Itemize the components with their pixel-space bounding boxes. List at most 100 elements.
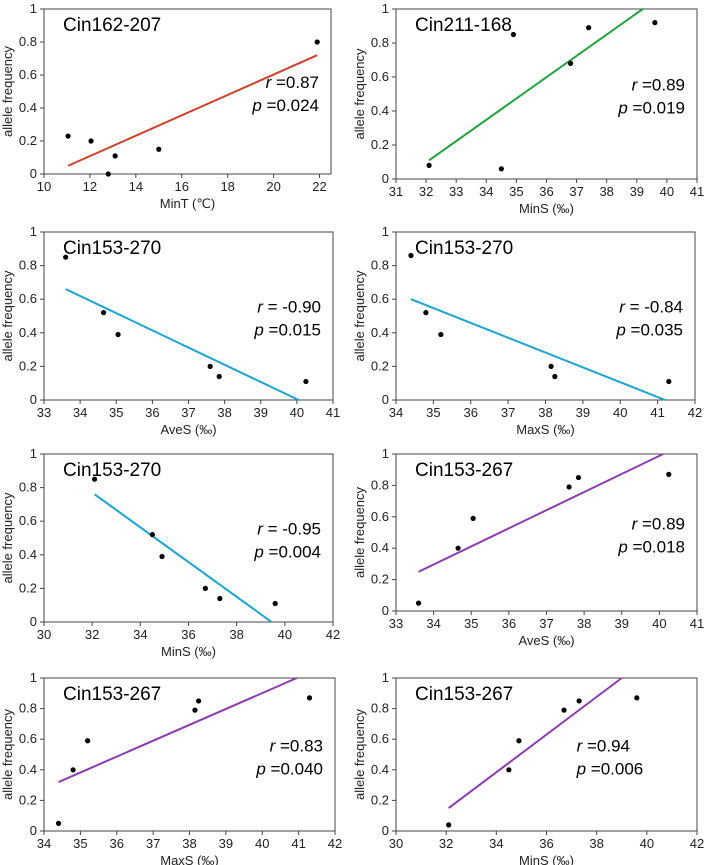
r-symbol: r (257, 520, 264, 539)
y-tick-label: 0.2 (371, 358, 389, 373)
y-tick-label: 0 (382, 603, 389, 618)
y-tick-label: 0.2 (19, 580, 37, 595)
x-tick-label: 40 (660, 184, 674, 199)
x-tick-label: 30 (37, 627, 51, 642)
data-point (408, 252, 414, 259)
panel-title: Cin211-168 (415, 15, 512, 36)
x-tick-label: 38 (229, 627, 243, 642)
x-tick-label: 12 (83, 179, 97, 194)
x-tick-label: 37 (146, 836, 160, 851)
x-tick-label: 40 (613, 405, 627, 420)
x-tick-label: 41 (690, 184, 704, 199)
x-axis-label: MinS (‰) (161, 644, 216, 659)
data-point (105, 171, 111, 177)
r-value: =0.83 (275, 736, 323, 755)
y-axis-label: allele frequency (0, 45, 15, 137)
p-symbol: p (255, 759, 265, 778)
data-point (85, 738, 91, 744)
data-point (506, 767, 512, 773)
x-tick-label: 34 (426, 616, 440, 631)
x-tick-label: 38 (538, 405, 552, 420)
y-tick-label: 0.2 (19, 792, 37, 807)
data-point (446, 822, 452, 828)
y-tick-label: 0 (30, 166, 37, 181)
panel-title: Cin162-207 (63, 15, 161, 36)
y-tick-label: 0.6 (371, 731, 389, 746)
data-point (666, 471, 672, 478)
p-symbol: p (617, 537, 627, 556)
r-value: = -0.90 (263, 298, 321, 317)
y-tick-label: 0.8 (371, 35, 389, 50)
data-point (70, 767, 76, 773)
y-tick-label: 0.4 (371, 103, 389, 118)
y-axis-label: allele frequency (0, 492, 15, 584)
x-tick-label: 36 (502, 616, 516, 631)
data-point (652, 20, 658, 26)
x-tick-label: 39 (615, 616, 629, 631)
x-tick-label: 14 (129, 179, 143, 194)
data-point (149, 532, 155, 538)
data-point (216, 373, 222, 380)
y-axis-label: allele frequency (352, 708, 367, 800)
x-tick-label: 34 (133, 627, 147, 642)
data-point (202, 585, 208, 592)
x-tick-label: 34 (389, 405, 403, 420)
panel-title: Cin153-270 (63, 238, 161, 259)
y-tick-label: 0 (30, 823, 37, 838)
x-tick-label: 42 (690, 836, 704, 851)
x-tick-label: 22 (312, 179, 326, 194)
r-statistic: r =0.83 (270, 736, 323, 755)
y-tick-label: 0.6 (371, 291, 389, 306)
x-tick-label: 33 (37, 405, 51, 420)
data-point (423, 310, 429, 316)
x-tick-label: 37 (539, 616, 553, 631)
data-point (548, 363, 554, 369)
x-tick-label: 31 (389, 184, 403, 199)
x-tick-label: 40 (652, 616, 666, 631)
data-point (426, 162, 432, 168)
y-tick-label: 0 (382, 823, 389, 838)
data-point (112, 153, 118, 159)
x-tick-label: 37 (569, 184, 583, 199)
x-tick-label: 40 (255, 836, 269, 851)
y-axis-label: allele frequency (352, 270, 367, 362)
x-axis-label: AveS (‰) (160, 422, 216, 437)
y-tick-label: 1 (30, 446, 37, 461)
y-tick-label: 0 (382, 392, 389, 407)
x-tick-label: 35 (464, 616, 478, 631)
y-tick-label: 0.8 (19, 34, 37, 49)
r-statistic: r = -0.90 (257, 298, 321, 317)
data-point (101, 310, 107, 316)
p-value: =0.015 (264, 321, 321, 340)
p-symbol: p (576, 759, 586, 778)
chart-panel-5: 30 32 34 36 38 40 42 0 0.2 0.4 0.6 0.8 1 MinS (‰) alle… (0, 446, 340, 659)
regression-line (93, 493, 273, 623)
x-axis-label: MinT (℃) (160, 196, 216, 211)
x-tick-label: 38 (577, 616, 591, 631)
p-value: =0.006 (586, 759, 643, 778)
y-axis-label: allele frequency (0, 708, 15, 800)
y-tick-label: 0.6 (19, 67, 37, 82)
data-point (303, 378, 309, 385)
r-statistic: r = -0.84 (619, 298, 683, 317)
data-point (516, 738, 522, 744)
x-axis-label: MaxS (‰) (516, 422, 575, 437)
p-value: =0.040 (266, 759, 323, 778)
r-symbol: r (632, 514, 639, 533)
x-tick-label: 35 (509, 184, 523, 199)
y-tick-label: 0 (30, 392, 37, 407)
data-point (55, 820, 62, 826)
p-symbol: p (251, 96, 261, 115)
x-axis-label: MaxS (‰) (160, 853, 219, 865)
p-statistic: p =0.035 (615, 321, 683, 340)
p-statistic: p =0.015 (253, 321, 321, 340)
p-symbol: p (617, 99, 627, 118)
data-point (498, 166, 504, 172)
data-point (156, 146, 162, 152)
x-tick-label: 41 (650, 405, 664, 420)
p-symbol: p (253, 543, 263, 562)
data-point (455, 545, 461, 551)
data-point (586, 25, 592, 31)
x-axis-label: MinS (‰) (519, 201, 574, 216)
x-tick-label: 42 (328, 836, 342, 851)
